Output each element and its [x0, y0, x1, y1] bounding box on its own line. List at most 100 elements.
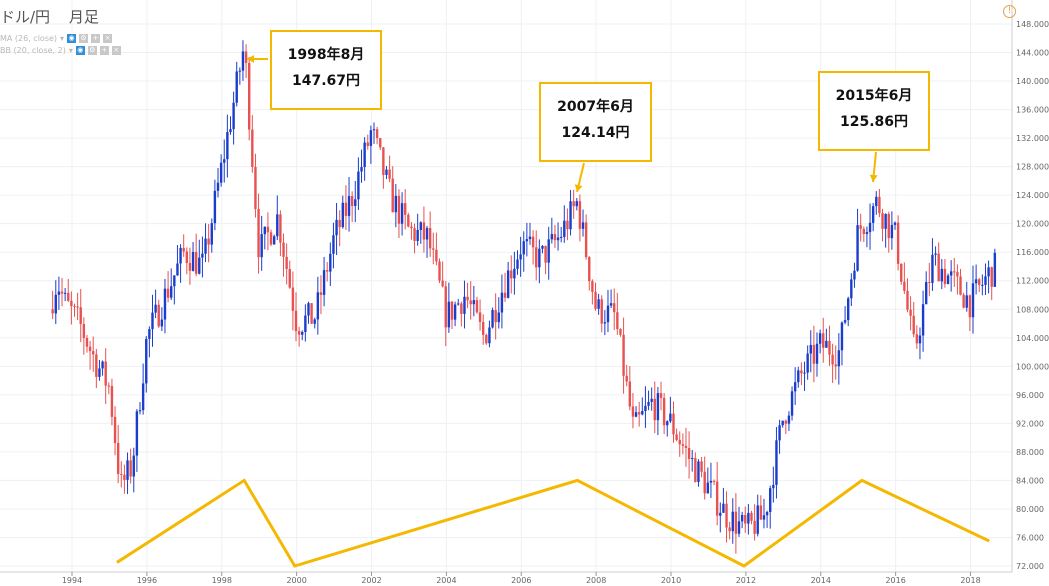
x-tick-label: 1996 — [137, 576, 157, 585]
close-icon[interactable]: × — [111, 46, 121, 55]
candle-body — [837, 350, 841, 367]
candle-body — [319, 292, 323, 295]
candle-body — [163, 288, 167, 320]
candle-body — [388, 169, 391, 179]
candle-body — [232, 102, 235, 130]
candle-body — [603, 322, 607, 324]
candle-body — [416, 229, 419, 241]
candle-body — [965, 295, 968, 308]
annotation-arrow-head — [574, 184, 583, 192]
candle-body — [859, 225, 862, 229]
candle-body — [182, 247, 185, 252]
candle-body — [637, 412, 641, 415]
candle-body — [756, 505, 759, 534]
candle-body — [397, 195, 401, 224]
candle-body — [856, 225, 859, 271]
candle-body — [185, 251, 189, 264]
candle-body — [201, 253, 204, 258]
candle-body — [375, 129, 379, 139]
candle-body — [784, 420, 788, 424]
candle-body — [815, 343, 819, 364]
candle-body — [871, 206, 875, 223]
candle-body — [422, 222, 426, 240]
candle-body — [213, 190, 217, 224]
candle-body — [553, 234, 557, 241]
candle-body — [419, 222, 422, 230]
indicator-bb[interactable]: BB (20, close, 2) ▾ ◉ ⚙ + × — [0, 46, 121, 55]
candle-body — [862, 228, 866, 234]
y-tick-label: 100.000 — [1016, 362, 1049, 371]
candle-body — [597, 299, 600, 309]
candle-body — [204, 238, 207, 254]
settings-icon[interactable]: ⚙ — [87, 46, 97, 55]
y-tick-label: 112.000 — [1016, 277, 1049, 286]
candle-body — [441, 280, 444, 287]
candle-body — [472, 300, 476, 305]
candle-body — [63, 292, 67, 294]
candle-body — [226, 132, 229, 160]
annotation-price: 124.14円 — [561, 125, 630, 141]
candle-body — [656, 393, 660, 421]
candle-body — [787, 415, 791, 424]
candle-body — [110, 386, 114, 417]
candle-body — [900, 263, 903, 282]
candle-body — [438, 261, 441, 281]
candle-body — [700, 461, 703, 472]
candle-body — [135, 411, 139, 456]
visibility-icon[interactable]: ◉ — [67, 34, 77, 43]
candle-body — [60, 291, 64, 294]
add-icon[interactable]: + — [91, 34, 101, 43]
candle-body — [535, 247, 538, 268]
indicator-label: MA (26, close) — [0, 34, 58, 43]
candle-body — [744, 514, 747, 524]
x-tick-label: 2004 — [436, 576, 456, 585]
add-icon[interactable]: + — [99, 46, 109, 55]
candle-body — [244, 51, 248, 63]
candle-body — [981, 284, 984, 286]
candle-body — [840, 322, 844, 351]
candle-body — [463, 296, 466, 314]
candle-body — [703, 471, 706, 494]
candle-body — [207, 238, 210, 245]
candle-body — [747, 512, 750, 524]
candle-body — [666, 421, 669, 426]
candle-body — [257, 208, 260, 258]
candle-body — [338, 219, 341, 228]
candle-body — [984, 276, 987, 285]
candle-body — [737, 521, 741, 534]
candle-body — [403, 203, 407, 215]
candle-body — [363, 142, 366, 168]
candle-body — [92, 351, 95, 355]
info-icon[interactable]: ! — [1003, 5, 1016, 18]
dropdown-icon[interactable]: ▾ — [68, 46, 73, 55]
annotation-date: 1998年8月 — [287, 47, 365, 63]
candle-body — [516, 259, 519, 269]
dropdown-icon[interactable]: ▾ — [60, 34, 65, 43]
y-tick-label: 88.000 — [1016, 448, 1044, 457]
candle-body — [647, 401, 650, 406]
candle-body — [291, 287, 295, 311]
visibility-icon[interactable]: ◉ — [75, 46, 85, 55]
candle-body — [235, 71, 238, 103]
candle-body — [98, 368, 101, 377]
candle-body — [157, 304, 160, 327]
close-icon[interactable]: × — [103, 34, 113, 43]
candle-body — [790, 391, 794, 416]
candle-body — [809, 344, 812, 354]
y-tick-label: 136.000 — [1016, 106, 1049, 115]
candle-body — [354, 199, 357, 206]
candle-body — [868, 222, 872, 233]
y-tick-label: 148.000 — [1016, 20, 1049, 29]
candle-body — [263, 226, 267, 235]
y-tick-label: 108.000 — [1016, 305, 1049, 314]
candle-body — [591, 281, 594, 292]
candle-body — [85, 338, 89, 347]
settings-icon[interactable]: ⚙ — [79, 34, 89, 43]
candle-body — [360, 167, 363, 172]
candle-body — [834, 364, 837, 367]
x-tick-label: 2002 — [361, 576, 381, 585]
candle-body — [304, 315, 307, 332]
candle-body — [260, 234, 263, 258]
indicator-ma[interactable]: MA (26, close) ▾ ◉ ⚙ + × — [0, 34, 113, 43]
candle-body — [107, 385, 111, 387]
